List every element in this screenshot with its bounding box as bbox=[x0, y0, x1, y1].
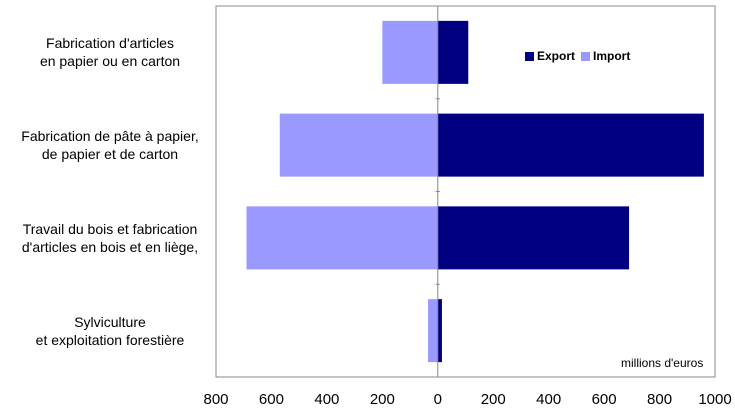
x-tick-label-9: 1000 bbox=[698, 391, 731, 408]
category-label-2: Travail du bois et fabrication d'article… bbox=[21, 220, 199, 255]
x-axis-ticks: 800 600 400 200 0 200 400 600 800 1000 bbox=[203, 5, 732, 408]
x-tick-label-8: 800 bbox=[647, 391, 672, 408]
bar-import-0 bbox=[382, 20, 438, 84]
legend-swatch-export bbox=[525, 51, 534, 61]
bar-import-2 bbox=[246, 206, 438, 270]
x-tick-label-6: 400 bbox=[536, 391, 561, 408]
bar-import-3 bbox=[428, 299, 438, 363]
category-label-0: Fabrication d'articles en papier ou en c… bbox=[39, 35, 181, 70]
legend-swatch-import bbox=[581, 51, 591, 61]
bar-export-0 bbox=[437, 20, 469, 84]
legend-label-export: Export bbox=[537, 49, 576, 63]
x-tick-label-1: 600 bbox=[259, 391, 284, 408]
x-tick-label-4: 0 bbox=[434, 391, 442, 408]
x-tick-label-5: 200 bbox=[481, 391, 506, 408]
x-tick-label-7: 600 bbox=[592, 391, 617, 408]
category-label-1: Fabrication de pâte à papier, de papier … bbox=[21, 128, 199, 163]
x-tick-label-0: 800 bbox=[203, 391, 228, 408]
legend-item-import: Import bbox=[581, 49, 630, 63]
unit-label: millions d'euros bbox=[621, 356, 704, 370]
category-label-3: Sylviculture et exploitation forestière bbox=[35, 313, 185, 348]
x-tick-label-2: 400 bbox=[314, 391, 339, 408]
legend-label-import: Import bbox=[593, 49, 631, 63]
bar-export-1 bbox=[437, 113, 704, 177]
bar-import-1 bbox=[279, 113, 438, 177]
legend-item-export: Export bbox=[525, 49, 575, 63]
legend: Export Import bbox=[525, 49, 636, 63]
bar-export-2 bbox=[437, 206, 630, 270]
bar-export-3 bbox=[437, 299, 442, 363]
x-tick-label-3: 200 bbox=[370, 391, 395, 408]
bars-group bbox=[246, 20, 704, 363]
